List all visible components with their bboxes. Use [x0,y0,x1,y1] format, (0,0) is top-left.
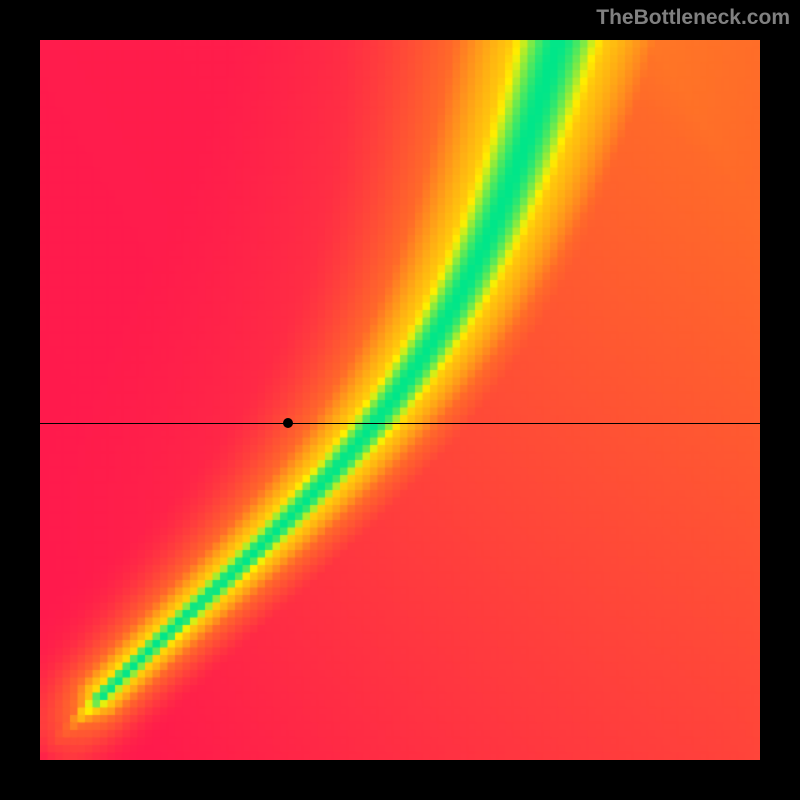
plot-container [40,40,760,760]
marker-point [283,418,293,428]
watermark-text: TheBottleneck.com [596,6,790,30]
crosshair-vertical [288,760,289,800]
heatmap-canvas [40,40,760,760]
crosshair-horizontal [40,423,760,424]
